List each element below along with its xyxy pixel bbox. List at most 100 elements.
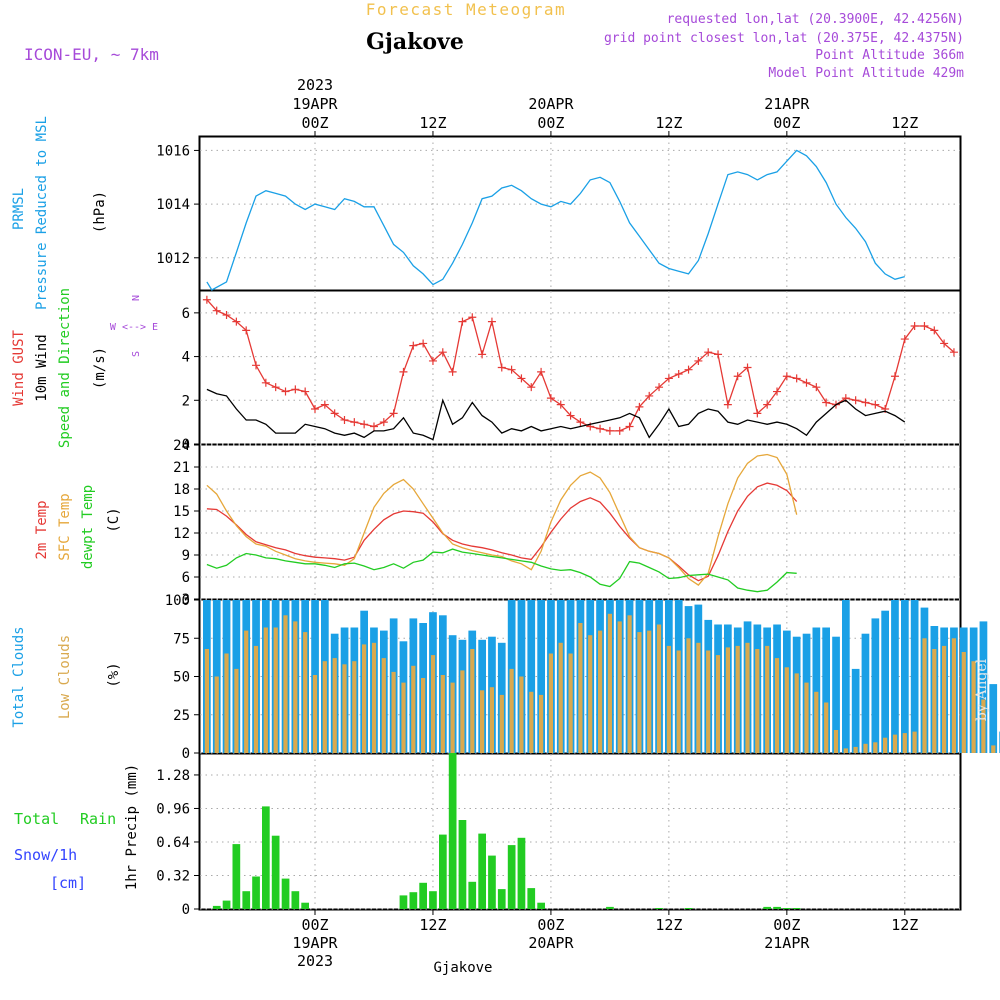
pressure-unit-label: (hPa) bbox=[92, 191, 108, 233]
low-cloud-bar bbox=[204, 649, 209, 753]
low-cloud-bar bbox=[568, 653, 573, 753]
top-time-label: 12Z bbox=[655, 114, 682, 132]
bottom-time-label: 19APR bbox=[292, 934, 338, 952]
gust-marker bbox=[527, 383, 536, 392]
precip-bar bbox=[517, 837, 526, 909]
low-cloud-bar bbox=[961, 652, 966, 753]
gust-marker bbox=[242, 326, 251, 335]
top-time-label: 00Z bbox=[301, 114, 328, 132]
low-cloud-bar bbox=[991, 745, 996, 753]
gridpoint-coordinates: grid point closest lon,lat (20.375E, 42.… bbox=[604, 31, 964, 46]
total-cloud-bar bbox=[871, 618, 880, 753]
precip-bar bbox=[419, 882, 427, 909]
gust-marker bbox=[252, 361, 261, 370]
gust-marker bbox=[291, 385, 300, 394]
low-cloud-bar bbox=[273, 627, 278, 753]
low-cloud-bar bbox=[440, 675, 445, 753]
gust-marker bbox=[222, 311, 231, 320]
low-cloud-bar bbox=[902, 733, 907, 753]
top-time-label: 12Z bbox=[891, 114, 918, 132]
low-cloud-bar bbox=[627, 615, 632, 753]
gust-marker bbox=[910, 321, 919, 330]
precip-total-label: Total bbox=[14, 810, 59, 828]
gust-marker bbox=[733, 372, 742, 381]
bottom-time-label: 00Z bbox=[773, 916, 800, 934]
low-cloud-bar bbox=[460, 670, 465, 753]
precip-bar bbox=[429, 891, 437, 909]
precip-bar bbox=[281, 878, 290, 909]
y-tick-label: 100 bbox=[165, 593, 190, 609]
y-tick-label: 1016 bbox=[156, 143, 190, 159]
y-tick-label: 0.32 bbox=[156, 868, 190, 884]
gust-marker bbox=[566, 411, 575, 420]
gust-marker bbox=[369, 422, 378, 431]
low-cloud-bar bbox=[774, 658, 780, 753]
low-cloud-bar bbox=[519, 676, 524, 753]
precip-bar bbox=[773, 906, 781, 909]
precip-bar bbox=[478, 833, 486, 909]
total-cloud-bar bbox=[822, 627, 830, 753]
temp-dewpoint-label: dewpt Temp bbox=[80, 485, 96, 569]
clouds-unit-label: (%) bbox=[106, 662, 122, 687]
precip-bar bbox=[242, 891, 251, 909]
wind-direction-label: Speed and Direction bbox=[57, 288, 73, 448]
bottom-time-label: 12Z bbox=[419, 916, 446, 934]
gust-marker bbox=[212, 306, 221, 315]
top-time-label: 19APR bbox=[292, 95, 338, 113]
gust-marker bbox=[389, 409, 398, 418]
compass-south: S bbox=[131, 351, 142, 357]
precip-bar bbox=[684, 908, 693, 909]
compass-west-east: W <--> E bbox=[110, 322, 158, 333]
y-tick-label: 0 bbox=[182, 437, 190, 453]
gust-marker bbox=[664, 374, 673, 383]
2m-temp-line bbox=[206, 482, 798, 582]
total-cloud-bar bbox=[812, 627, 821, 753]
total-cloud-bar bbox=[901, 600, 909, 753]
gust-marker bbox=[605, 426, 614, 435]
low-cloud-bar bbox=[548, 653, 553, 753]
low-cloud-bar bbox=[381, 658, 386, 753]
low-cloud-bar bbox=[244, 630, 249, 753]
gust-marker bbox=[704, 348, 713, 357]
bottom-time-label: 20APR bbox=[528, 934, 574, 952]
low-cloud-bar bbox=[715, 655, 721, 753]
wind-panel-labels: Wind GUST 10m Wind Speed and Direction (… bbox=[11, 288, 158, 448]
low-cloud-bar bbox=[765, 645, 770, 753]
gust-marker bbox=[202, 295, 211, 304]
gust-marker bbox=[281, 387, 290, 396]
bottom-time-label: 21APR bbox=[764, 934, 810, 952]
low-cloud-bar bbox=[735, 645, 740, 753]
low-cloud-bar bbox=[794, 673, 799, 753]
low-cloud-bar bbox=[706, 650, 711, 753]
total-cloud-bar bbox=[881, 610, 889, 753]
gust-marker bbox=[497, 363, 506, 372]
low-cloud-bar bbox=[607, 613, 612, 753]
total-cloud-bar bbox=[979, 621, 988, 753]
gust-marker bbox=[468, 313, 477, 322]
gust-marker bbox=[812, 383, 821, 392]
gust-marker bbox=[890, 372, 899, 381]
low-cloud-bar bbox=[509, 668, 514, 753]
low-cloud-bar bbox=[391, 671, 396, 753]
tick-labels: 1012101410160246369121518212402550751000… bbox=[156, 143, 190, 918]
gust-marker bbox=[409, 341, 418, 350]
low-cloud-bar bbox=[539, 694, 544, 753]
gust-marker bbox=[232, 317, 241, 326]
y-tick-label: 0 bbox=[182, 746, 190, 762]
gust-marker bbox=[753, 409, 762, 418]
low-cloud-bar bbox=[883, 737, 888, 753]
low-cloud-bar bbox=[489, 687, 494, 753]
top-time-label: 20APR bbox=[528, 95, 574, 113]
wind-gust-label: Wind GUST bbox=[11, 330, 27, 406]
bottom-time-label: 2023 bbox=[297, 952, 333, 970]
low-cloud-bar bbox=[499, 694, 504, 753]
bar-marks bbox=[203, 600, 1000, 909]
low-cloud-bar bbox=[676, 650, 681, 753]
pressure-label-prmsl: PRMSL bbox=[11, 188, 27, 230]
precip-bar bbox=[232, 844, 241, 909]
gust-marker bbox=[625, 422, 634, 431]
gust-marker bbox=[940, 339, 949, 348]
low-cloud-bar bbox=[430, 655, 436, 753]
bottom-time-label: 12Z bbox=[891, 916, 918, 934]
